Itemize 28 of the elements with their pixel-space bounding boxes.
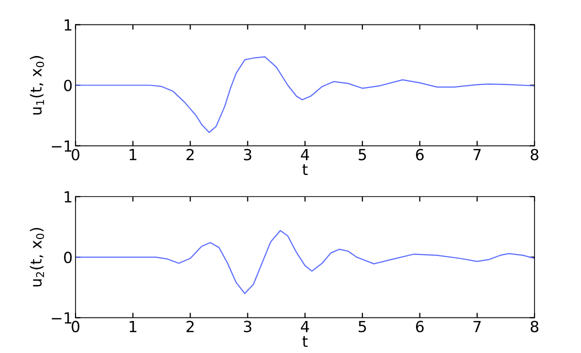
- x-tick-label: 3: [244, 320, 252, 332]
- line-series: [76, 56, 535, 134]
- y-tick-label: −1: [52, 312, 72, 324]
- x-tick-label: 4: [300, 320, 310, 332]
- y-axis-title: u$_{1}$(t, x$_{0}$): [30, 56, 44, 114]
- x-tick-label: 6: [416, 148, 424, 160]
- y-tick-label: 1: [64, 191, 72, 202]
- x-tick-label: 8: [530, 148, 538, 160]
- x-tick-label: 7: [474, 320, 481, 332]
- line-series: [76, 230, 535, 294]
- x-tick-label: 6: [416, 320, 424, 332]
- x-tick-label: 3: [244, 148, 252, 160]
- y-tick-label: 0: [64, 80, 72, 92]
- x-axis-title: t: [302, 336, 308, 347]
- x-tick-label: 1: [130, 149, 136, 160]
- y-tick-label: 1: [64, 19, 72, 31]
- x-tick-label: 5: [358, 320, 366, 332]
- x-tick-label: 1: [130, 320, 136, 332]
- x-tick-label: 4: [300, 149, 310, 160]
- x-tick-label: 2: [186, 148, 194, 160]
- y-axis-title: u$_{2}$(t, x$_{0}$): [30, 228, 44, 286]
- x-tick-label: 7: [474, 149, 481, 160]
- x-tick-label: 8: [530, 320, 538, 332]
- y-tick-label: −1: [52, 140, 72, 152]
- x-tick-label: 2: [186, 320, 194, 332]
- y-tick-label: 0: [64, 252, 72, 264]
- x-tick-label: 5: [358, 149, 366, 160]
- x-axis-title: t: [302, 164, 308, 175]
